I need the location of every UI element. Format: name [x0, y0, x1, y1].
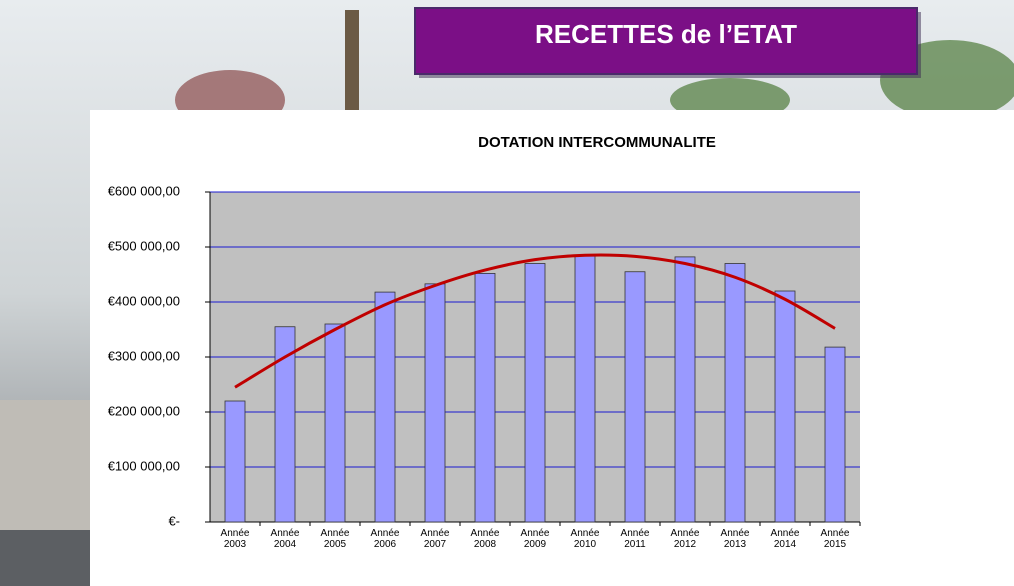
trendline [234, 253, 836, 389]
y-tick-label: €600 000,00 [108, 183, 180, 198]
y-tick-label: €- [168, 513, 180, 528]
house [0, 400, 90, 530]
header-title: RECETTES de l’ETAT [535, 19, 797, 49]
bar [274, 326, 296, 523]
pole [345, 10, 359, 120]
x-tick-label: Année 2013 [720, 528, 750, 550]
x-tick-label: Année 2005 [320, 528, 350, 550]
x-tick-label: Année 2015 [820, 528, 850, 550]
x-tick-label: Année 2007 [420, 528, 450, 550]
bar [424, 283, 446, 523]
bar [574, 254, 596, 523]
y-tick-label: €400 000,00 [108, 293, 180, 308]
bar [774, 290, 796, 523]
bar [724, 263, 746, 523]
y-tick-label: €300 000,00 [108, 348, 180, 363]
x-tick-label: Année 2003 [220, 528, 250, 550]
x-tick-label: Année 2012 [670, 528, 700, 550]
y-tick-label: €100 000,00 [108, 458, 180, 473]
x-tick-label: Année 2014 [770, 528, 800, 550]
x-tick-label: Année 2011 [620, 528, 650, 550]
bar [224, 400, 246, 523]
road [0, 530, 90, 586]
x-tick-label: Année 2004 [270, 528, 300, 550]
bar [524, 263, 546, 523]
bar [674, 256, 696, 523]
x-tick-label: Année 2006 [370, 528, 400, 550]
y-tick-label: €200 000,00 [108, 403, 180, 418]
bar [474, 272, 496, 523]
x-tick-label: Année 2008 [470, 528, 500, 550]
bar [624, 271, 646, 523]
bar [374, 291, 396, 523]
x-tick-label: Année 2010 [570, 528, 600, 550]
x-tick-label: Année 2009 [520, 528, 550, 550]
bar [324, 323, 346, 523]
bar [824, 346, 846, 523]
chart-title: DOTATION INTERCOMMUNALITE [478, 134, 716, 151]
header-box [414, 7, 918, 75]
y-tick-label: €500 000,00 [108, 238, 180, 253]
